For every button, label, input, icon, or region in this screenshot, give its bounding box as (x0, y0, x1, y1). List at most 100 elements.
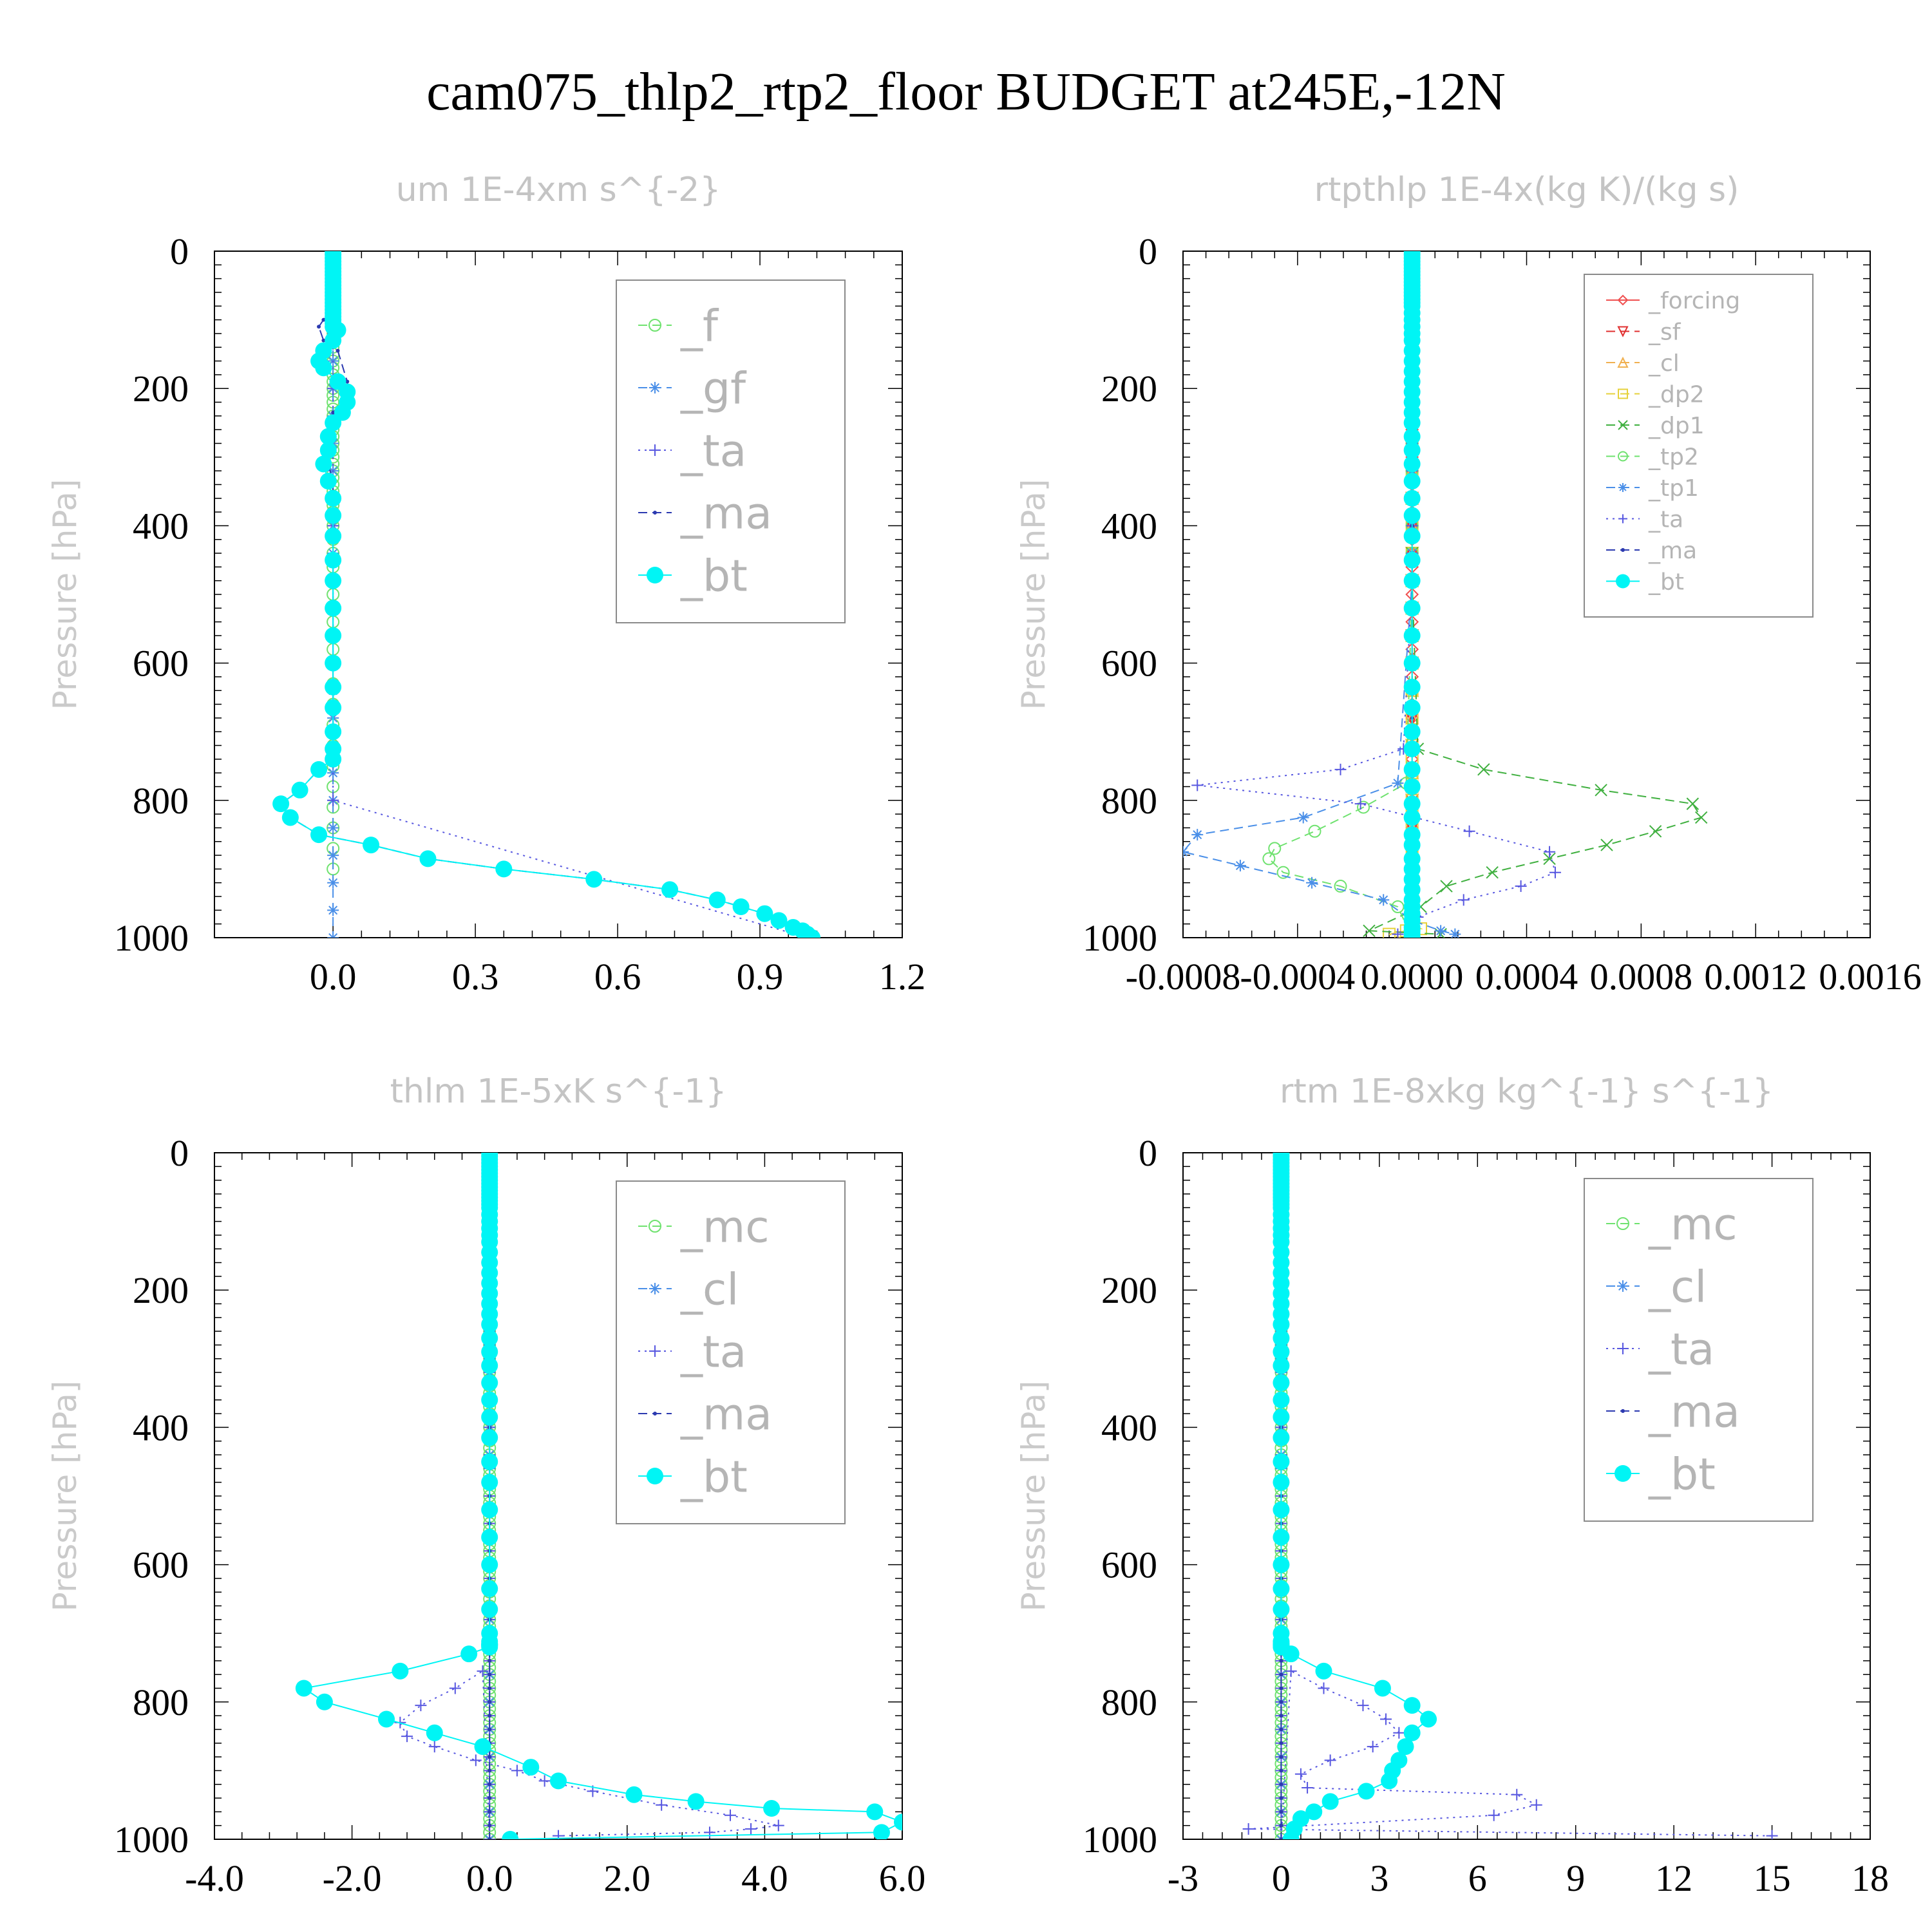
data-point (325, 527, 342, 545)
data-point (488, 1658, 492, 1663)
data-point (1242, 1823, 1255, 1835)
data-point (1273, 1343, 1290, 1361)
data-point (488, 1727, 492, 1732)
data-point (488, 1755, 492, 1759)
data-point (1403, 740, 1421, 757)
x-tick-label: 0.0004 (1475, 956, 1578, 998)
y-tick-label: 0 (1139, 1132, 1157, 1174)
legend-marker (1615, 1465, 1631, 1482)
y-tick-label: 400 (1101, 1406, 1157, 1448)
legend-label: _sf (1648, 319, 1681, 345)
data-point (1420, 1710, 1437, 1728)
legend-marker (1621, 548, 1625, 552)
data-point (481, 1528, 498, 1546)
data-point (1403, 414, 1421, 431)
data-point (481, 1316, 498, 1333)
data-point (378, 1710, 395, 1728)
legend-label: _ta (1648, 506, 1683, 533)
plot-area (1183, 251, 1708, 938)
plot-frame (214, 1152, 903, 1840)
data-point (327, 904, 339, 916)
data-point (327, 849, 339, 862)
legend-label: _ta (1648, 1324, 1714, 1375)
data-point (1403, 654, 1421, 672)
legend-marker (649, 1345, 661, 1357)
x-tick-label: 18 (1852, 1857, 1889, 1899)
data-point (325, 699, 342, 716)
data-point (1279, 1796, 1283, 1801)
data-point (1273, 1600, 1290, 1618)
legend-marker (647, 1468, 663, 1484)
legend-marker (1617, 294, 1629, 306)
data-point (488, 1686, 492, 1690)
data-point (1403, 1697, 1421, 1714)
data-point (1397, 1738, 1414, 1756)
x-tick-label: 4.0 (741, 1857, 788, 1899)
data-point (1403, 455, 1421, 473)
legend-label: _bt (1648, 1449, 1716, 1500)
data-point (481, 1329, 498, 1347)
data-point (1358, 1783, 1375, 1800)
data-point (325, 414, 342, 431)
data-point (1357, 800, 1370, 814)
plot-area (1242, 1153, 1778, 1839)
x-tick-label: 1.2 (879, 956, 926, 998)
data-point (325, 723, 342, 741)
x-tick-label: 2.0 (604, 1857, 651, 1899)
legend-marker (649, 1220, 661, 1233)
panel-1: um 1E-4xm s^{-2} Pressure [hPa] 0 200 400 600… (46, 171, 925, 998)
data-point (488, 1823, 492, 1828)
data-point (703, 1826, 715, 1839)
data-point (481, 1408, 498, 1426)
x-tick-label: 0.0016 (1819, 956, 1922, 998)
legend-label: _tp1 (1648, 475, 1699, 502)
data-point (553, 1830, 564, 1839)
data-point (291, 781, 308, 799)
y-axis-label: Pressure [hPa] (1015, 1381, 1052, 1612)
x-tick-label: 3 (1370, 1857, 1388, 1899)
series-bt (1403, 251, 1421, 938)
legend-marker (649, 382, 661, 393)
data-point (1403, 572, 1421, 589)
legend-marker (1618, 483, 1627, 492)
legend-marker (649, 444, 661, 456)
panel-3: thlm 1E-5xK s^{-1} Pressure [hPa] 0 200 400 6… (46, 1072, 925, 1899)
x-tick-label: 6 (1468, 1857, 1487, 1899)
legend: _f _gf _ta _ma _bt (616, 279, 846, 623)
data-point (1457, 894, 1470, 906)
data-point (474, 1738, 491, 1756)
data-point (1486, 866, 1499, 879)
legend-label: _dp1 (1648, 413, 1705, 439)
data-point (1403, 778, 1421, 795)
data-point (687, 1793, 705, 1810)
legend-frame (1584, 1178, 1814, 1522)
y-tick-label: 600 (1101, 643, 1157, 685)
data-point (1392, 928, 1404, 938)
plot-area (295, 1153, 902, 1839)
figure-title: cam075_thlp2_rtp2_floor BUDGET at245E,-1… (426, 62, 1506, 122)
data-point (756, 905, 773, 922)
data-point (1315, 1662, 1332, 1680)
data-point (1279, 1727, 1283, 1732)
data-point (1279, 1755, 1283, 1759)
data-point (1279, 1700, 1283, 1704)
data-point (1273, 1391, 1290, 1408)
data-point (469, 1754, 482, 1766)
data-point (1403, 473, 1421, 490)
data-point (327, 876, 339, 889)
data-point (1262, 852, 1276, 866)
data-point (1357, 1700, 1369, 1712)
data-point (894, 1814, 902, 1831)
data-point (1381, 1772, 1398, 1790)
data-point (1334, 763, 1347, 775)
legend-marker (653, 1412, 657, 1416)
data-point (656, 1799, 668, 1811)
legend-label: _dp2 (1648, 381, 1705, 408)
data-point (1268, 842, 1282, 855)
x-tick-label: -3 (1168, 1857, 1198, 1899)
y-tick-label: 1000 (1083, 1819, 1157, 1861)
x-tick-label: 15 (1754, 1857, 1791, 1899)
x-tick-label: -0.0008 (1126, 956, 1241, 998)
y-tick-label: 800 (1101, 1681, 1157, 1723)
